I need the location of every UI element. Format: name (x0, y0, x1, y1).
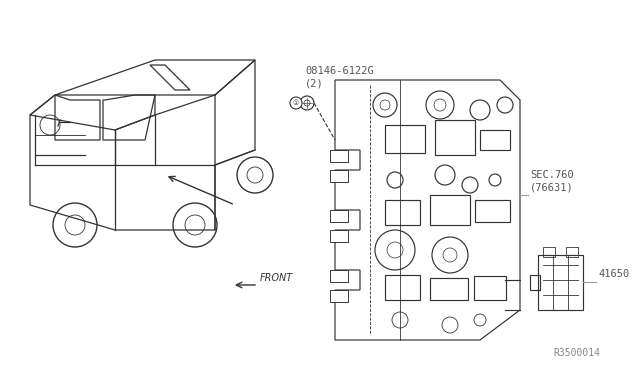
Text: R3500014: R3500014 (553, 348, 600, 358)
Bar (385, 200, 420, 225)
Bar (430, 195, 470, 225)
Bar (385, 125, 425, 153)
Bar (435, 120, 475, 155)
Bar (330, 210, 348, 222)
Bar (475, 200, 510, 222)
Bar (330, 170, 348, 182)
Text: FRONT: FRONT (260, 273, 293, 283)
Bar (330, 290, 348, 302)
Text: ①: ① (293, 100, 299, 106)
Bar (566, 247, 578, 257)
Bar (543, 247, 555, 257)
Bar (330, 150, 348, 162)
Text: 08146-6122G
(2): 08146-6122G (2) (305, 66, 374, 88)
Text: 41650: 41650 (598, 269, 629, 279)
Bar (330, 230, 348, 242)
Bar (480, 130, 510, 150)
Circle shape (290, 97, 302, 109)
Bar (530, 275, 540, 290)
Bar (538, 255, 583, 310)
Bar (330, 270, 348, 282)
Bar (474, 276, 506, 300)
Bar (430, 278, 468, 300)
Text: SEC.760
(76631): SEC.760 (76631) (530, 170, 573, 192)
Bar (385, 275, 420, 300)
